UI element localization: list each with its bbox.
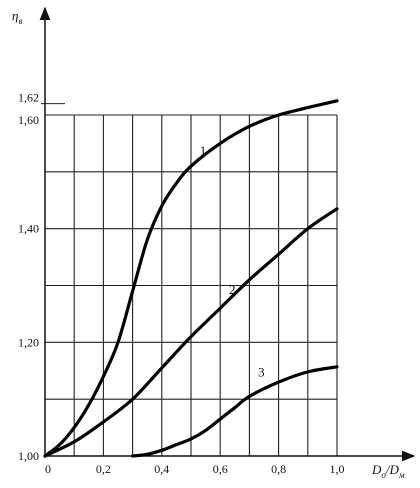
y-tick-label: 1,00 xyxy=(18,449,39,463)
x-tick-label: 0,4 xyxy=(154,462,169,476)
curves xyxy=(43,99,339,458)
curve-label-3: 3 xyxy=(258,364,265,379)
tick-labels: 0 0,2 0,4 0,6 0,8 1,0 1,00 1,20 1,40 1,60 1,62 xyxy=(18,91,345,476)
x-tick-label: 1,0 xyxy=(330,462,345,476)
y-axis-label-sub: в xyxy=(18,16,22,26)
x-tick-label: 0,6 xyxy=(213,462,228,476)
curve-1 xyxy=(43,99,339,458)
curve-labels: 1 2 3 xyxy=(200,143,265,380)
x-axis-label: Do/Dм xyxy=(371,462,405,480)
curve-label-1: 1 xyxy=(200,143,207,158)
x-axis-label-b: D xyxy=(389,462,400,477)
y-tick-label: 1,62 xyxy=(18,91,39,105)
y-axis-label-main: η xyxy=(12,8,18,23)
x-axis-label-b-sub: м xyxy=(398,470,405,480)
x-axis-label-a: D xyxy=(371,462,382,477)
y-tick-label: 1,20 xyxy=(18,335,39,349)
y-axis-label: ηв xyxy=(12,8,22,26)
axes xyxy=(39,6,416,462)
curve-3 xyxy=(131,365,339,458)
curve-label-2: 2 xyxy=(229,282,236,297)
curve-2 xyxy=(43,207,339,458)
x-tick-label: 0,2 xyxy=(96,462,111,476)
x-tick-label: 0,8 xyxy=(271,462,286,476)
x-axis-label-a-sub: o xyxy=(381,470,386,480)
x-tick-label: 0 xyxy=(45,462,51,476)
y-tick-label: 1,40 xyxy=(18,222,39,236)
grid xyxy=(41,103,338,456)
x-axis-label-sep: / xyxy=(385,462,391,477)
y-tick-label: 1,60 xyxy=(18,113,39,127)
